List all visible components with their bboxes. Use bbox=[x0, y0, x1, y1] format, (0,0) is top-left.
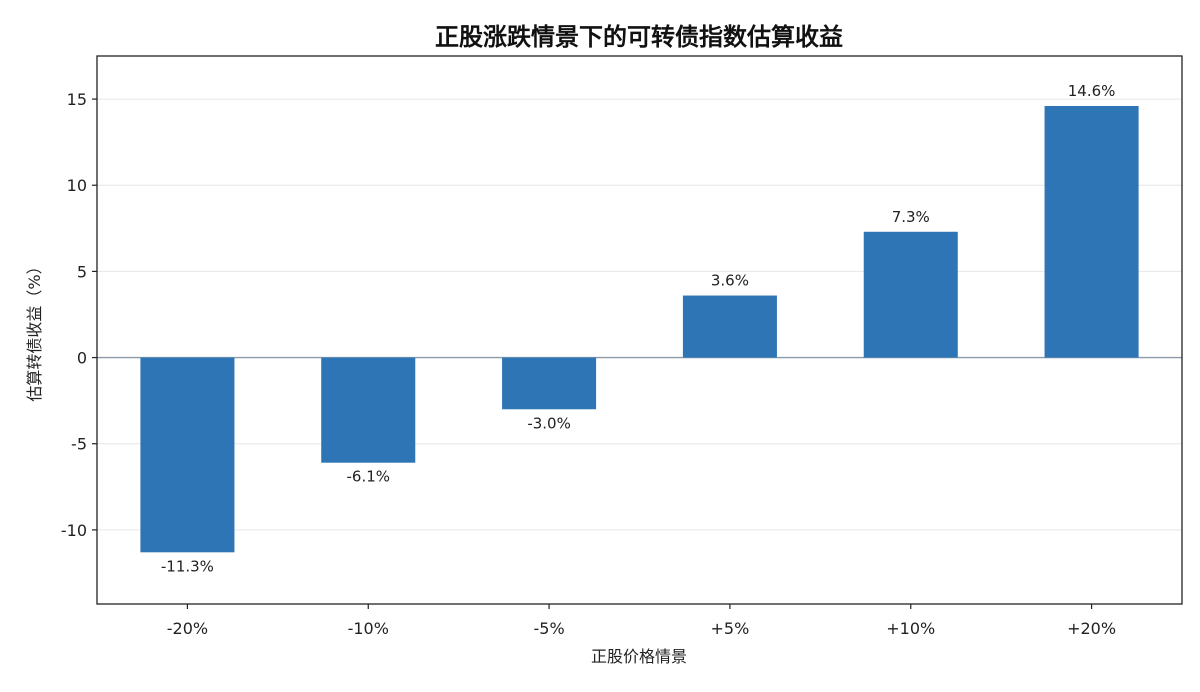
x-tick-label: +10% bbox=[886, 619, 935, 638]
bar-value-label: -11.3% bbox=[161, 557, 214, 575]
plot-frame bbox=[96, 55, 1183, 605]
bars bbox=[140, 105, 1139, 553]
y-tick-label: 15 bbox=[67, 90, 87, 109]
bar-value-label: 7.3% bbox=[892, 208, 930, 226]
y-axis-label: 估算转债收益（%） bbox=[25, 258, 44, 401]
x-tick-label: -20% bbox=[167, 619, 208, 638]
x-axis-label: 正股价格情景 bbox=[591, 647, 687, 666]
bar-value-label: -3.0% bbox=[527, 414, 571, 432]
bar-value-label: -6.1% bbox=[346, 468, 390, 486]
bar bbox=[682, 295, 777, 358]
y-tick-label: 0 bbox=[77, 349, 87, 368]
x-tick-label: -10% bbox=[348, 619, 389, 638]
bar-value-label: 14.6% bbox=[1068, 82, 1116, 100]
bar-value-label: 3.6% bbox=[711, 272, 749, 290]
y-axis-ticks: -10 -5 0 5 10 15 bbox=[61, 90, 97, 540]
y-tick-label: -10 bbox=[61, 521, 87, 540]
grid-lines bbox=[97, 98, 1182, 531]
chart-title: 正股涨跌情景下的可转债指数估算收益 bbox=[435, 23, 843, 51]
bar-value-labels: -11.3% -6.1% -3.0% 3.6% 7.3% 14.6% bbox=[161, 82, 1116, 575]
x-axis-ticks: -20% -10% -5% +5% +10% +20% bbox=[167, 604, 1116, 638]
bar bbox=[863, 231, 958, 358]
bar bbox=[140, 357, 235, 553]
bar bbox=[502, 357, 597, 410]
y-tick-label: 10 bbox=[67, 176, 87, 195]
x-tick-label: +5% bbox=[711, 619, 750, 638]
y-tick-label: 5 bbox=[77, 262, 87, 281]
bar bbox=[321, 357, 416, 463]
y-tick-label: -5 bbox=[71, 435, 87, 454]
x-tick-label: -5% bbox=[534, 619, 565, 638]
x-tick-label: +20% bbox=[1067, 619, 1116, 638]
bar bbox=[1044, 105, 1139, 358]
